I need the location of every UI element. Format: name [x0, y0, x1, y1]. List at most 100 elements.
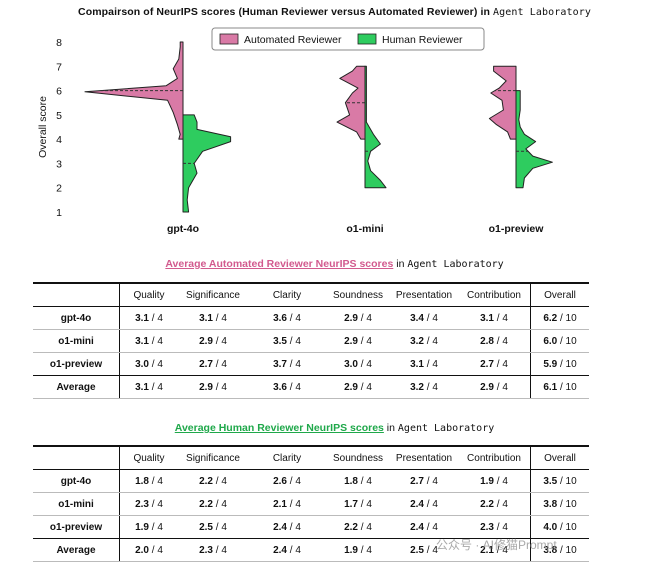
table-row: gpt-4o 3.1 / 4 3.1 / 4 3.6 / 4 2.9 / 4 3.4 / …: [33, 306, 589, 330]
table-row: o1-preview 3.0 / 4 2.7 / 4 3.7 / 4 3.0 / 4 3.…: [33, 352, 589, 376]
score-cell: 2.3 / 4: [480, 521, 508, 533]
column-header: Quality: [119, 282, 178, 307]
score-cell: 1.7 / 4: [326, 492, 390, 516]
score-cell: 2.6 / 4: [248, 469, 326, 493]
score-cell: 3.1 / 4: [178, 306, 248, 330]
row-name: Average: [33, 538, 120, 562]
score-cell: 2.9 / 4: [178, 375, 248, 399]
score-cell: 2.1 / 4: [248, 492, 326, 516]
column-header: Overall: [530, 445, 589, 470]
column-header: Significance: [178, 282, 248, 307]
column-header: Presentation: [390, 282, 458, 307]
score-cell: 3.6 / 4: [248, 306, 326, 330]
score-cell: 3.1 / 4: [119, 375, 178, 399]
row-name: o1-preview: [33, 515, 120, 539]
score-cell: 2.3 / 4: [119, 492, 178, 516]
score-cell: 2.2 / 4: [458, 492, 531, 516]
score-cell: 2.2 / 4: [178, 469, 248, 493]
y-axis-label: Overall score: [37, 96, 49, 158]
human-table-title: Average Human Reviewer NeurIPS scores in…: [0, 422, 669, 434]
score-cell: 2.7 / 4: [480, 358, 508, 370]
score-cell: 2.9 / 4: [326, 375, 390, 399]
legend-box: [211, 27, 485, 51]
average-row: Average 3.1 / 4 2.9 / 4 3.6 / 4 2.9 / 4 3.2 /…: [33, 375, 589, 399]
table-row: o1-mini 2.3 / 4 2.2 / 4 2.1 / 4 1.7 / 4 2.4 /…: [33, 492, 589, 516]
score-cell: 1.8 / 4: [119, 469, 178, 493]
score-cell: 3.2 / 4: [390, 375, 458, 399]
score-cell: 3.7 / 4: [273, 358, 301, 370]
y-tick-label: 6: [56, 86, 62, 98]
column-header: Contribution: [458, 445, 531, 470]
automated-table-title: Average Automated Reviewer NeurIPS score…: [0, 258, 669, 270]
column-header: Soundness: [326, 282, 390, 307]
violin-human-gpt-4o: [182, 114, 232, 213]
average-row: Average 2.0 / 4 2.3 / 4 2.4 / 4 1.9 / 4 2.5 /…: [33, 538, 589, 562]
column-header: Overall: [530, 282, 589, 307]
y-tick-label: 3: [56, 158, 62, 170]
score-cell: 2.9 / 4: [326, 329, 390, 353]
automated-table-title-text: Average Automated Reviewer NeurIPS score…: [165, 258, 394, 270]
score-cell: 1.9 / 4: [458, 469, 531, 493]
table-row: o1-preview 1.9 / 4 2.5 / 4 2.4 / 4 2.2 / 4 2.…: [33, 515, 589, 539]
score-cell: 3.1 / 4: [119, 306, 178, 330]
score-cell: 2.7 / 4: [390, 469, 458, 493]
score-cell: 2.3 / 4: [178, 538, 248, 562]
score-cell: 2.2 / 4: [344, 521, 372, 533]
violin-human-o1-preview: [515, 90, 553, 189]
row-name: o1-mini: [33, 492, 120, 516]
score-cell: 2.5 / 4: [199, 521, 227, 533]
score-cell: 2.9 / 4: [326, 306, 390, 330]
violin-automated-o1-mini: [336, 65, 366, 140]
score-cell: 2.0 / 4: [119, 538, 178, 562]
table-row: o1-mini 3.1 / 4 2.9 / 4 3.5 / 4 2.9 / 4 3.2 /…: [33, 329, 589, 353]
row-name: o1-mini: [33, 329, 120, 353]
legend-label-automated: Automated Reviewer: [244, 34, 342, 46]
header-corner: [33, 445, 120, 470]
chart-title-text: Compairson of NeurIPS scores (Human Revi…: [78, 6, 490, 18]
human-table-title-in: in: [386, 422, 395, 434]
y-tick-label: 5: [56, 110, 62, 122]
row-name: gpt-4o: [33, 469, 120, 493]
score-cell: 2.9 / 4: [458, 375, 531, 399]
score-cell: 2.2 / 4: [178, 492, 248, 516]
overall-cell: 3.8 / 10: [530, 538, 589, 562]
chart-title-mono: Agent Laboratory: [493, 7, 591, 18]
column-header: Contribution: [458, 282, 531, 307]
table-row: gpt-4o 1.8 / 4 2.2 / 4 2.6 / 4 1.8 / 4 2.7 / …: [33, 469, 589, 493]
score-cell: 1.9 / 4: [135, 521, 163, 533]
score-cell: 3.5 / 4: [248, 329, 326, 353]
score-cell: 2.9 / 4: [178, 329, 248, 353]
automated-table-title-mono: Agent Laboratory: [407, 259, 504, 270]
legend-swatch-human: [357, 33, 377, 45]
y-tick-label: 1: [56, 207, 62, 219]
legend-label-human: Human Reviewer: [382, 34, 463, 46]
column-header: Clarity: [248, 445, 326, 470]
column-header: Quality: [119, 445, 178, 470]
x-tick-label: gpt-4o: [167, 223, 199, 235]
score-cell: 3.1 / 4: [119, 329, 178, 353]
score-cell: 2.4 / 4: [273, 521, 301, 533]
column-header: Soundness: [326, 445, 390, 470]
score-cell: 1.9 / 4: [326, 538, 390, 562]
watermark: 公众号 · AI修猫Prompt: [436, 538, 557, 552]
overall-cell: 5.9 / 10: [530, 352, 589, 376]
overall-cell: 3.5 / 10: [530, 469, 589, 493]
score-cell: 3.1 / 4: [458, 306, 531, 330]
y-tick-label: 8: [56, 37, 62, 49]
score-cell: 3.1 / 4: [410, 358, 438, 370]
column-header: Presentation: [390, 445, 458, 470]
score-cell: 3.0 / 4: [135, 358, 163, 370]
x-tick-label: o1-mini: [346, 223, 383, 235]
score-cell: 3.6 / 4: [248, 375, 326, 399]
overall-cell: 4.0 / 10: [530, 515, 589, 539]
x-tick-label: o1-preview: [489, 223, 545, 235]
automated-scores-table: Quality Significance Clarity Soundness Prese…: [33, 282, 589, 399]
human-scores-table: Quality Significance Clarity Soundness Prese…: [33, 445, 589, 562]
score-cell: 2.4 / 4: [410, 521, 438, 533]
violin-chart: 1 2 3 4 5 6 7 8 Overall score gpt-4o o1-mini o1-pre…: [37, 27, 553, 235]
overall-cell: 3.8 / 10: [530, 492, 589, 516]
y-tick-label: 7: [56, 61, 62, 73]
score-cell: 2.7 / 4: [199, 358, 227, 370]
human-table-title-text: Average Human Reviewer NeurIPS scores: [174, 422, 384, 434]
violin-automated-gpt-4o: [84, 41, 184, 140]
